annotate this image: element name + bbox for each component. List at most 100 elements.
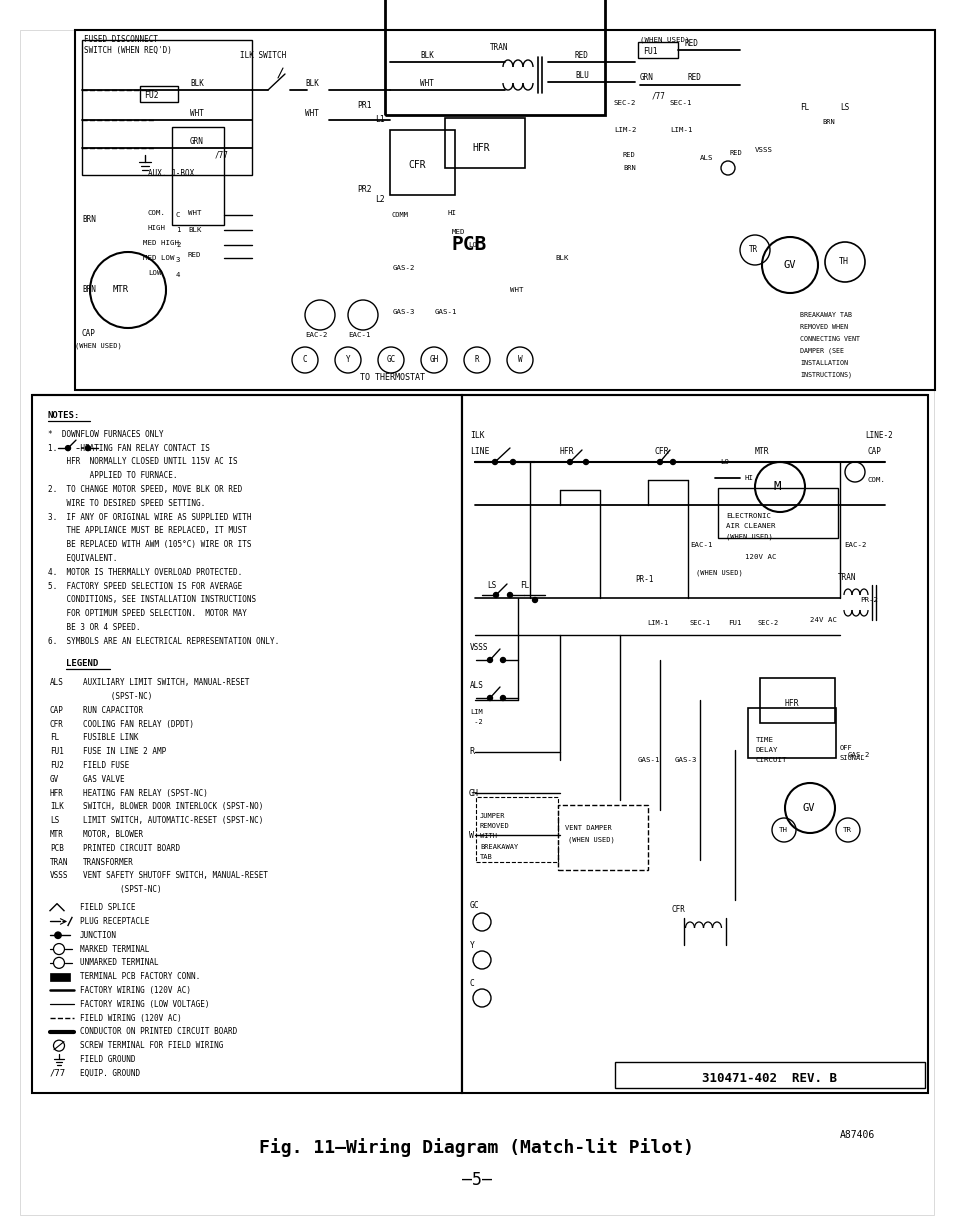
Text: BLK: BLK	[188, 227, 201, 233]
Text: FUSIBLE LINK: FUSIBLE LINK	[83, 733, 138, 743]
Text: AUXILIARY LIMIT SWITCH, MANUAL-RESET: AUXILIARY LIMIT SWITCH, MANUAL-RESET	[83, 678, 250, 688]
Bar	[718, 488, 837, 538]
Text: SWITCH (WHEN REQ'D): SWITCH (WHEN REQ'D)	[84, 45, 172, 54]
Bar	[50, 973, 70, 981]
Text: FU2: FU2	[144, 91, 158, 99]
Circle shape	[670, 459, 675, 464]
Text: SEC-2: SEC-2	[758, 620, 779, 626]
Text: LINE: LINE	[470, 447, 489, 457]
Bar	[390, 130, 455, 195]
Text: PR-2: PR-2	[859, 597, 877, 603]
Text: FACTORY WIRING (LOW VOLTAGE): FACTORY WIRING (LOW VOLTAGE)	[80, 1000, 210, 1008]
Text: LS: LS	[50, 817, 59, 825]
Text: GC: GC	[470, 900, 479, 910]
Text: BLK: BLK	[555, 255, 568, 262]
Text: 1.     HEATING FAN RELAY CONTACT IS: 1. HEATING FAN RELAY CONTACT IS	[48, 443, 210, 453]
Text: FIELD SPLICE: FIELD SPLICE	[80, 903, 135, 912]
Text: AUX. J-BOX: AUX. J-BOX	[148, 169, 194, 178]
Text: REMOVED WHEN: REMOVED WHEN	[800, 324, 847, 330]
Text: TIME: TIME	[755, 737, 773, 743]
Text: PR2: PR2	[356, 185, 372, 194]
Text: HI: HI	[744, 475, 753, 481]
Text: PCB: PCB	[452, 236, 487, 254]
Text: GAS-1: GAS-1	[638, 756, 659, 763]
Text: R: R	[475, 355, 478, 365]
Bar	[638, 42, 678, 58]
Text: LIM-2: LIM-2	[614, 126, 636, 133]
Text: ELECTRONIC: ELECTRONIC	[725, 513, 770, 519]
Text: DAMPER (SEE: DAMPER (SEE	[800, 348, 843, 354]
Text: 1: 1	[175, 227, 180, 233]
Text: GH: GH	[469, 788, 478, 797]
Text: GAS VALVE: GAS VALVE	[83, 775, 125, 783]
Text: MED LOW: MED LOW	[143, 255, 174, 262]
Text: L2: L2	[375, 195, 384, 205]
Text: GAS-1: GAS-1	[435, 309, 457, 316]
Text: EQUIP. GROUND: EQUIP. GROUND	[80, 1068, 140, 1078]
Circle shape	[507, 592, 512, 598]
Text: (WHEN USED): (WHEN USED)	[696, 570, 742, 576]
Circle shape	[657, 459, 661, 464]
Text: MTR: MTR	[112, 285, 129, 295]
Text: W: W	[469, 830, 474, 840]
Text: ILK: ILK	[470, 431, 484, 440]
Bar	[476, 797, 558, 862]
Text: LIMIT SWITCH, AUTOMATIC-RESET (SPST-NC): LIMIT SWITCH, AUTOMATIC-RESET (SPST-NC)	[83, 817, 263, 825]
Text: SWITCH, BLOWER DOOR INTERLOCK (SPST-NO): SWITCH, BLOWER DOOR INTERLOCK (SPST-NO)	[83, 802, 263, 812]
Text: UNMARKED TERMINAL: UNMARKED TERMINAL	[80, 958, 158, 968]
Text: INSTRUCTIONS): INSTRUCTIONS)	[800, 372, 851, 378]
Text: 3: 3	[175, 257, 180, 263]
Text: FIELD GROUND: FIELD GROUND	[80, 1055, 135, 1063]
Text: MARKED TERMINAL: MARKED TERMINAL	[80, 944, 150, 954]
Text: OFF: OFF	[840, 745, 852, 752]
Text: CFR: CFR	[671, 905, 685, 915]
Text: RED: RED	[729, 150, 742, 156]
Text: Y: Y	[470, 941, 475, 949]
Bar	[385, 0, 604, 115]
Text: (SPST-NC): (SPST-NC)	[83, 885, 161, 894]
Text: LINE-2: LINE-2	[864, 431, 892, 440]
Text: C: C	[302, 355, 307, 365]
Text: RED: RED	[188, 252, 201, 258]
Text: 3.  IF ANY OF ORIGINAL WIRE AS SUPPLIED WITH: 3. IF ANY OF ORIGINAL WIRE AS SUPPLIED W…	[48, 512, 252, 522]
Text: 2.  TO CHANGE MOTOR SPEED, MOVE BLK OR RED: 2. TO CHANGE MOTOR SPEED, MOVE BLK OR RE…	[48, 485, 242, 494]
Bar	[82, 41, 252, 176]
Text: ILK SWITCH: ILK SWITCH	[240, 50, 286, 59]
Text: RED: RED	[687, 74, 701, 82]
Text: GV: GV	[783, 260, 796, 270]
Text: CAP: CAP	[50, 706, 64, 715]
Text: BE REPLACED WITH AWM (105°C) WIRE OR ITS: BE REPLACED WITH AWM (105°C) WIRE OR ITS	[48, 540, 252, 549]
Bar	[140, 86, 178, 102]
Text: JUMPER: JUMPER	[479, 813, 505, 819]
Text: HFR: HFR	[50, 788, 64, 798]
Text: COMM: COMM	[392, 212, 409, 219]
Text: CFR: CFR	[50, 720, 64, 728]
Circle shape	[500, 695, 505, 700]
Text: THE APPLIANCE MUST BE REPLACED, IT MUST: THE APPLIANCE MUST BE REPLACED, IT MUST	[48, 527, 247, 535]
Text: Y: Y	[345, 355, 350, 365]
Text: -2: -2	[470, 720, 482, 725]
Text: RED: RED	[684, 38, 699, 48]
Text: GAS-3: GAS-3	[675, 756, 697, 763]
Text: 120V AC: 120V AC	[744, 554, 776, 560]
Text: VENT DAMPER: VENT DAMPER	[564, 825, 611, 831]
Text: GC: GC	[386, 355, 395, 365]
Text: PR-1: PR-1	[635, 576, 653, 585]
Text: BRN: BRN	[821, 119, 834, 125]
Text: TH: TH	[779, 826, 787, 833]
Text: JUNCTION: JUNCTION	[80, 931, 117, 939]
Text: WHT: WHT	[419, 79, 434, 87]
Text: WIRE TO DESIRED SPEED SETTING.: WIRE TO DESIRED SPEED SETTING.	[48, 499, 205, 508]
Text: ALS: ALS	[700, 155, 713, 161]
Text: 2: 2	[175, 242, 180, 248]
Circle shape	[66, 446, 71, 451]
Text: TRANSFORMER: TRANSFORMER	[83, 857, 133, 867]
Text: LIM: LIM	[470, 709, 482, 715]
Text: LIM-1: LIM-1	[646, 620, 667, 626]
Text: 5.  FACTORY SPEED SELECTION IS FOR AVERAGE: 5. FACTORY SPEED SELECTION IS FOR AVERAG…	[48, 582, 242, 591]
Text: EAC-2: EAC-2	[843, 542, 865, 548]
Circle shape	[492, 459, 497, 464]
Text: Fig. 11—Wiring Diagram (Match-lit Pilot): Fig. 11—Wiring Diagram (Match-lit Pilot)	[259, 1138, 694, 1158]
Text: RED: RED	[622, 152, 635, 158]
Text: COM.: COM.	[148, 210, 166, 216]
